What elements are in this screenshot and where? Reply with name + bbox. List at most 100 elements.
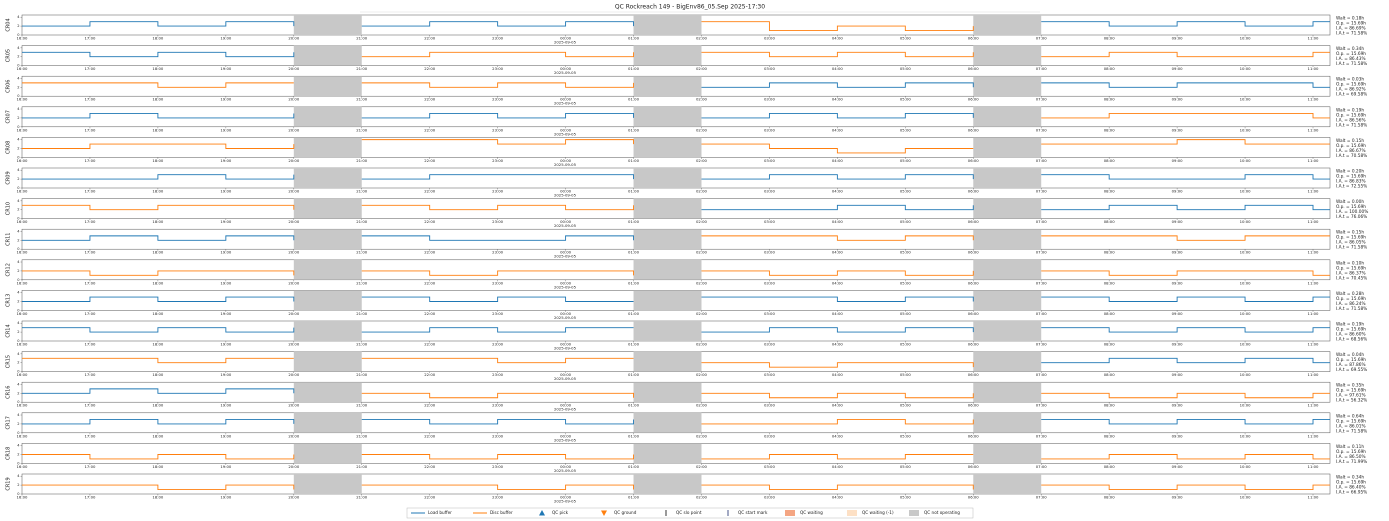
- x-tick-label: 08:00: [1104, 189, 1116, 194]
- x-tick-label: 10:00: [1240, 403, 1252, 408]
- row-stat: I.A. = 86.01%: [1336, 423, 1366, 429]
- buffer-line: [1041, 113, 1330, 119]
- x-tick-label: 16:00: [17, 433, 29, 438]
- x-tick-label: 08:00: [1104, 250, 1116, 255]
- x-tick-label: 16:00: [17, 280, 29, 285]
- x-tick-label: 21:00: [356, 219, 368, 224]
- x-tick-label: 20:00: [288, 97, 300, 102]
- date-label: 2025-09-05: [554, 437, 577, 442]
- x-tick-label: 05:00: [900, 464, 912, 469]
- x-tick-label: 18:00: [152, 158, 164, 163]
- x-tick-label: 00:00: [560, 433, 572, 438]
- legend-label: Load buffer: [428, 510, 452, 515]
- x-tick-label: 16:00: [17, 158, 29, 163]
- x-tick-label: 09:00: [1172, 464, 1184, 469]
- row-stat: Walt = 0.00h: [1336, 199, 1364, 205]
- x-tick-label: 00:00: [560, 97, 572, 102]
- x-tick-label: 20:00: [288, 495, 300, 500]
- row-stat: O.p. = 15.69h: [1336, 418, 1366, 424]
- x-tick-label: 03:00: [764, 219, 776, 224]
- x-tick-label: 01:00: [628, 280, 640, 285]
- x-tick-label: 21:00: [356, 66, 368, 71]
- x-tick-label: 19:00: [220, 219, 232, 224]
- not-operating-band: [633, 474, 702, 494]
- row-stat: O.p. = 15.69h: [1336, 296, 1366, 302]
- x-tick-label: 03:00: [764, 280, 776, 285]
- x-tick-label: 23:00: [492, 311, 504, 316]
- row-stat: I.A.t = 70.58%: [1336, 153, 1367, 159]
- row-stat: O.p. = 15.69h: [1336, 112, 1366, 118]
- row-label: CR19: [6, 477, 12, 490]
- row-stat: I.A. = 87.86%: [1336, 362, 1366, 368]
- y-tick-label: 2: [17, 208, 19, 212]
- x-tick-label: 04:00: [832, 464, 844, 469]
- buffer-line: [22, 82, 294, 88]
- x-tick-label: 18:00: [152, 250, 164, 255]
- x-tick-label: 04:00: [832, 433, 844, 438]
- x-tick-label: 09:00: [1172, 158, 1184, 163]
- y-tick-label: 2: [17, 85, 19, 89]
- y-tick-label: 0: [17, 125, 20, 129]
- x-tick-label: 22:00: [424, 97, 436, 102]
- row-label: CR13: [6, 294, 12, 307]
- x-tick-label: 00:00: [560, 189, 572, 194]
- x-tick-label: 06:00: [968, 97, 980, 102]
- x-tick-label: 18:00: [152, 464, 164, 469]
- buffer-line: [1041, 139, 1330, 145]
- x-tick-label: 06:00: [968, 372, 980, 377]
- x-tick-label: 09:00: [1172, 342, 1184, 347]
- row-stat: Walt = 0.19h: [1336, 107, 1364, 113]
- x-tick-label: 22:00: [424, 342, 436, 347]
- x-tick-label: 17:00: [84, 495, 96, 500]
- x-tick-label: 22:00: [424, 464, 436, 469]
- y-tick-label: 2: [17, 422, 19, 426]
- x-tick-label: 11:00: [1308, 189, 1320, 194]
- x-tick-label: 05:00: [900, 433, 912, 438]
- buffer-line: [701, 21, 974, 32]
- not-operating-band: [293, 76, 362, 97]
- y-tick-label: 2: [17, 116, 19, 120]
- row-stat: I.A.t = 71.58%: [1336, 428, 1367, 434]
- not-operating-band: [633, 321, 702, 341]
- x-tick-label: 21:00: [356, 311, 368, 316]
- not-operating-band: [293, 382, 362, 403]
- row-stat: O.p. = 15.69h: [1336, 449, 1366, 455]
- not-operating-band: [633, 351, 702, 372]
- x-tick-label: 01:00: [628, 127, 640, 132]
- buffer-line: [361, 419, 634, 425]
- x-tick-label: 18:00: [152, 127, 164, 132]
- x-tick-label: 04:00: [832, 219, 844, 224]
- x-tick-label: 09:00: [1172, 127, 1184, 132]
- x-tick-label: 10:00: [1240, 433, 1252, 438]
- x-tick-label: 18:00: [152, 311, 164, 316]
- legend-label: QC ground: [614, 510, 637, 515]
- x-tick-label: 02:00: [696, 36, 708, 41]
- x-tick-label: 10:00: [1240, 219, 1252, 224]
- row-label: CR18: [6, 447, 12, 460]
- x-tick-label: 11:00: [1308, 495, 1320, 500]
- x-tick-label: 17:00: [84, 342, 96, 347]
- row-stat: I.A. = 86.56%: [1336, 117, 1366, 123]
- x-tick-label: 21:00: [356, 403, 368, 408]
- date-label: 2025-09-05: [554, 284, 577, 289]
- x-tick-label: 01:00: [628, 158, 640, 163]
- x-tick-label: 00:00: [560, 372, 572, 377]
- date-label: 2025-09-05: [554, 40, 577, 45]
- row-stat: I.A.t = 66.95%: [1336, 490, 1367, 496]
- row-stat: I.A.t = 71.58%: [1336, 31, 1367, 37]
- x-tick-label: 09:00: [1172, 36, 1184, 41]
- x-tick-label: 19:00: [220, 97, 232, 102]
- not-operating-band: [293, 412, 362, 433]
- row-label: CR14: [6, 324, 12, 337]
- y-tick-label: 2: [17, 453, 19, 457]
- y-tick-label: 2: [17, 483, 19, 487]
- not-operating-band: [293, 474, 362, 494]
- x-tick-label: 22:00: [424, 66, 436, 71]
- row-stat: O.p. = 15.69h: [1336, 327, 1366, 333]
- x-tick-label: 16:00: [17, 250, 29, 255]
- y-tick-label: 4: [17, 229, 20, 233]
- buffer-line: [361, 270, 634, 276]
- row-stat: I.A. = 100.00%: [1336, 209, 1368, 215]
- not-operating-band: [973, 168, 1042, 188]
- y-tick-label: 4: [17, 382, 20, 386]
